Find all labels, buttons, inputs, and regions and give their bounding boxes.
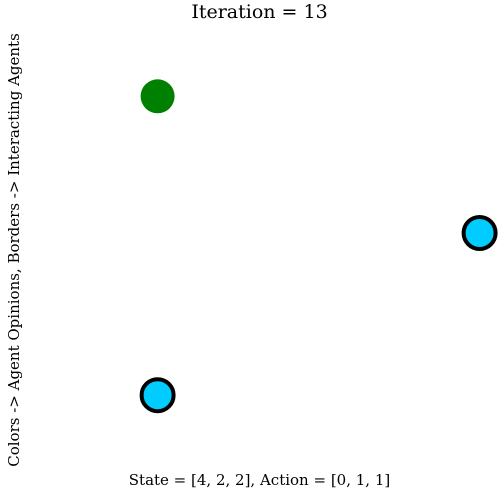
agent-point-3 — [139, 377, 176, 414]
agent-point-1 — [140, 79, 175, 114]
x-axis-label: State = [4, 2, 2], Action = [0, 1, 1] — [128, 471, 391, 489]
agent-point-2 — [461, 215, 498, 251]
y-axis-label: Colors -> Agent Opinions, Borders -> Int… — [5, 33, 23, 467]
chart-title: Iteration = 13 — [191, 1, 328, 23]
